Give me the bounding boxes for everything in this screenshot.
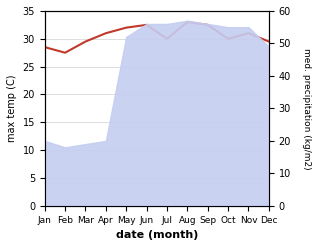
Y-axis label: med. precipitation (kg/m2): med. precipitation (kg/m2) (302, 48, 311, 169)
Y-axis label: max temp (C): max temp (C) (7, 75, 17, 142)
X-axis label: date (month): date (month) (116, 230, 198, 240)
